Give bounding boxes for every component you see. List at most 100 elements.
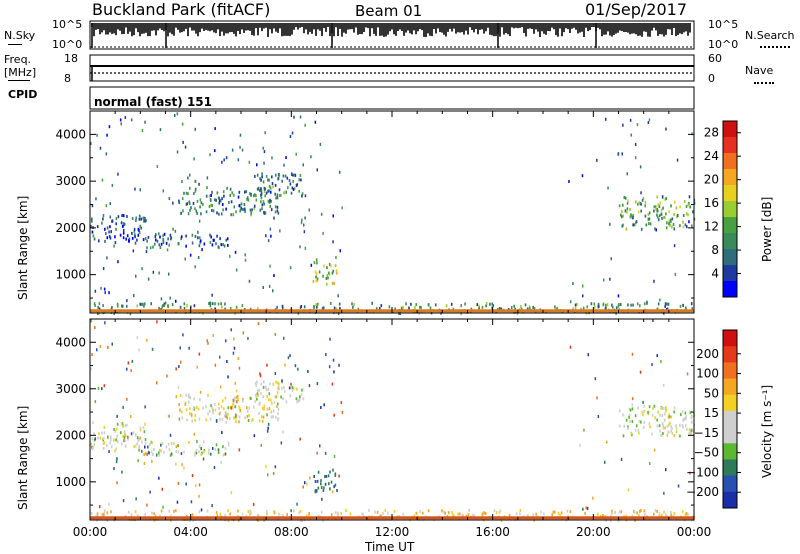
echo-cell — [476, 303, 479, 307]
echo-cell — [193, 407, 196, 411]
echo-cell — [115, 227, 117, 231]
echo-cell — [560, 511, 563, 515]
echo-cell — [298, 178, 300, 182]
noise-cell — [338, 363, 340, 367]
echo-cell — [209, 233, 211, 237]
echo-cell — [194, 451, 197, 455]
echo-cell — [520, 307, 523, 311]
echo-cell — [271, 401, 273, 405]
echo-cell — [209, 417, 212, 421]
echo-cell — [268, 200, 271, 204]
echo-cell — [170, 514, 172, 518]
echo-cell — [138, 217, 141, 221]
noise-cell — [302, 163, 304, 167]
echo-cell — [334, 472, 337, 476]
noise-cell — [609, 277, 611, 281]
noise-cell — [132, 249, 135, 253]
echo-cell — [178, 201, 180, 205]
noise-cell — [179, 346, 181, 350]
echo-cell — [218, 412, 221, 416]
echo-cell — [282, 397, 284, 401]
echo-cell — [443, 510, 445, 514]
echo-cell — [117, 304, 119, 308]
echo-cell — [656, 213, 658, 217]
echo-cell — [221, 203, 224, 206]
echo-cell — [238, 405, 240, 409]
echo-cell — [199, 239, 202, 243]
echo-cell — [135, 216, 137, 220]
echo-cell — [621, 224, 624, 228]
echo-cell — [125, 434, 127, 438]
echo-cell — [171, 303, 174, 306]
echo-cell — [90, 442, 93, 446]
echo-cell — [554, 510, 556, 514]
echo-cell — [318, 270, 321, 274]
echo-cell — [248, 413, 250, 417]
echo-cell — [228, 201, 230, 204]
echo-cell — [656, 195, 658, 199]
noise-cell — [617, 294, 620, 298]
echo-cell — [489, 302, 491, 306]
noise-cell — [237, 195, 240, 199]
echo-cell — [666, 424, 669, 428]
noise-cell — [174, 114, 176, 117]
noise-cell — [293, 115, 295, 119]
echo-cell — [249, 208, 252, 212]
echo-cell — [225, 238, 228, 242]
noise-cell — [181, 122, 184, 126]
echo-cell — [481, 513, 484, 516]
noise-cell — [301, 218, 303, 222]
noise-cell — [569, 300, 572, 304]
echo-cell — [229, 512, 231, 516]
echo-cell — [186, 304, 188, 308]
echo-cell — [115, 438, 117, 442]
noise-cell — [207, 341, 209, 345]
echo-cell — [668, 415, 671, 419]
echo-cell — [210, 404, 212, 408]
freq-tick-bottom: 8 — [64, 72, 71, 85]
echo-cell — [269, 204, 271, 208]
noise-cell — [248, 279, 251, 283]
noise-cell — [314, 120, 317, 124]
echo-cell — [450, 302, 453, 306]
echo-cell — [257, 514, 260, 518]
echo-cell — [526, 514, 529, 518]
echo-cell — [632, 303, 634, 307]
echo-cell — [277, 211, 280, 215]
echo-cell — [336, 489, 338, 492]
noise-cell — [156, 239, 159, 243]
noise-cell — [295, 152, 297, 156]
power-colorbar-tick-label: 24 — [704, 149, 719, 163]
noise-cell — [143, 462, 146, 465]
echo-cell — [225, 412, 227, 416]
noise-cell — [289, 354, 291, 358]
echo-cell — [184, 401, 187, 405]
echo-cell — [653, 404, 656, 408]
velocity-colorbar-segment — [723, 394, 737, 412]
echo-cell — [300, 392, 303, 396]
echo-cell — [300, 178, 302, 182]
echo-cell — [631, 407, 634, 411]
echo-cell — [109, 441, 111, 445]
noise-cell — [283, 163, 285, 167]
echo-cell — [554, 305, 556, 309]
noise-cell — [265, 464, 267, 468]
echo-cell — [610, 514, 612, 518]
x-tick-label: 12:00 — [375, 525, 410, 539]
noise-cell — [145, 250, 148, 254]
echo-cell — [216, 514, 219, 518]
echo-cell — [670, 429, 672, 433]
echo-cell — [644, 200, 647, 204]
echo-cell — [222, 208, 224, 212]
noise-cell — [164, 301, 167, 305]
noise-cell — [130, 432, 133, 436]
echo-cell — [265, 509, 268, 513]
echo-cell — [163, 303, 165, 307]
echo-cell — [636, 302, 639, 306]
echo-cell — [261, 175, 263, 179]
echo-cell — [618, 303, 620, 307]
echo-cell — [91, 447, 94, 451]
echo-cell — [263, 190, 266, 194]
echo-cell — [673, 406, 676, 410]
echo-cell — [262, 415, 265, 419]
